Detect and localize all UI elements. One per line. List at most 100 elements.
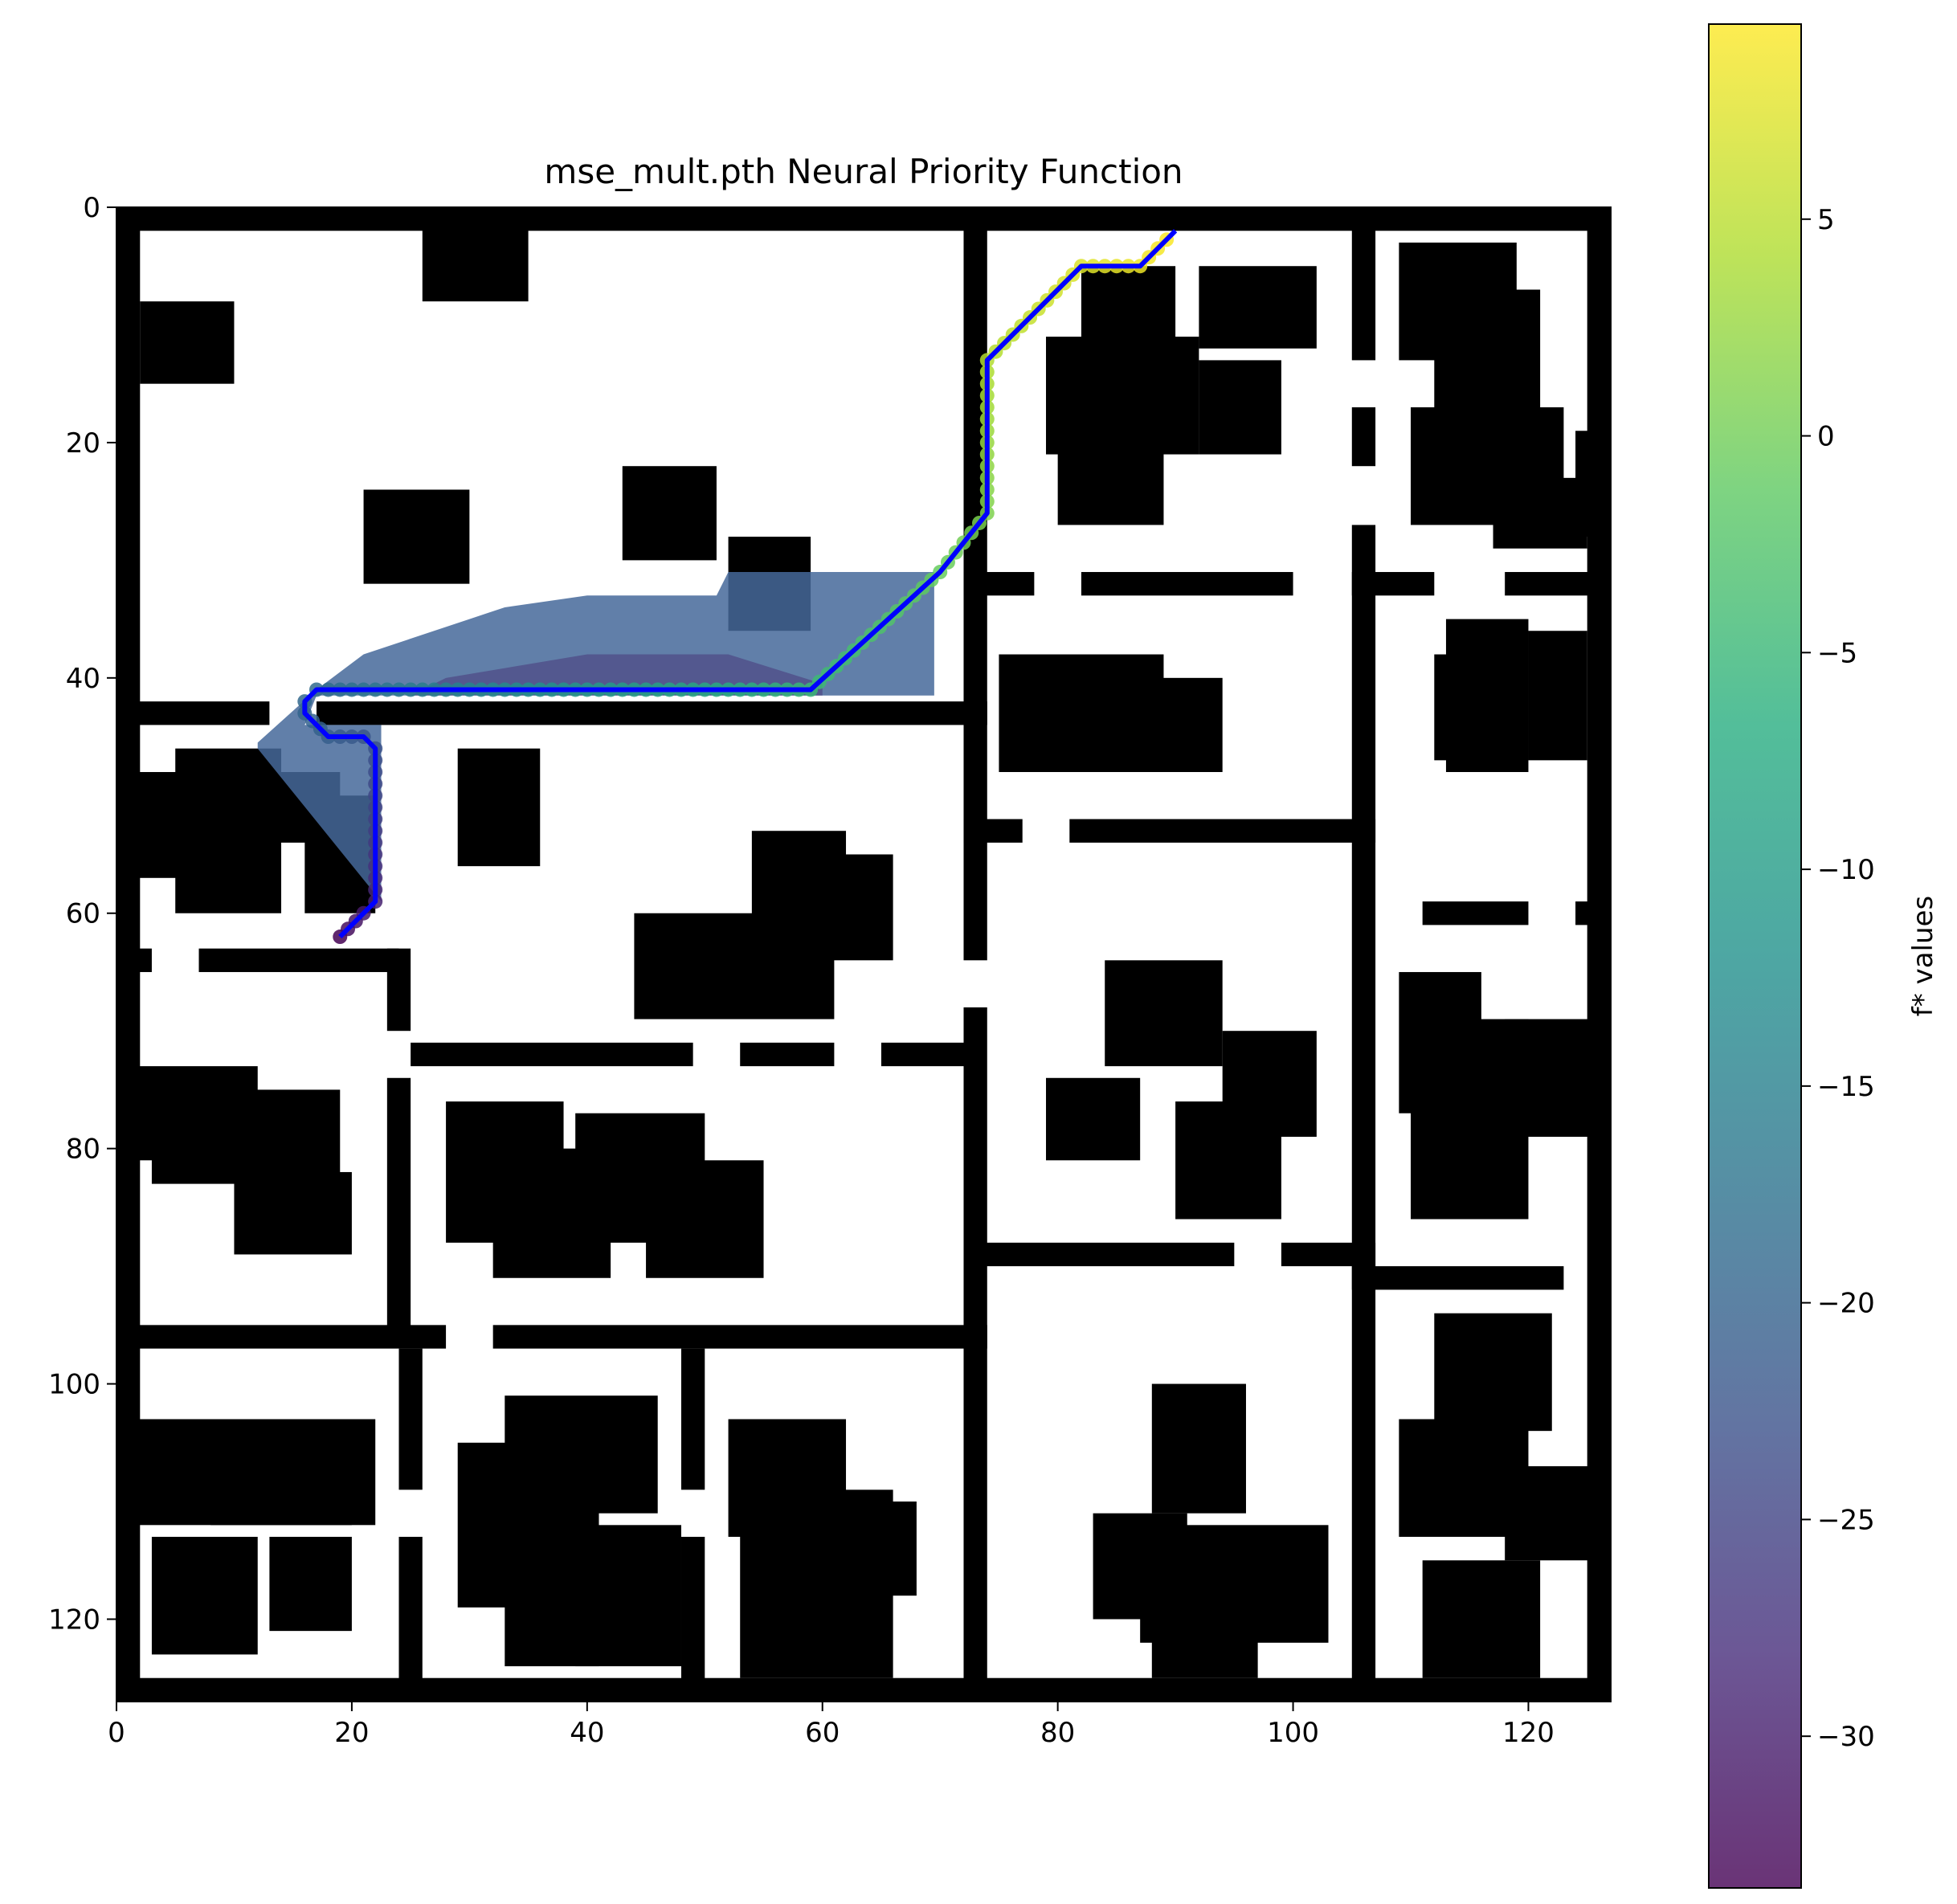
obstacle: [116, 701, 270, 725]
colorbar-tick-label: −5: [1817, 637, 1857, 669]
obstacle: [575, 1525, 681, 1667]
x-tick-label: 20: [334, 1717, 369, 1749]
obstacle: [1575, 901, 1600, 925]
obstacle: [1505, 1466, 1600, 1561]
path-line: [302, 229, 1178, 939]
obstacle: [1151, 1383, 1246, 1514]
obstacle: [1199, 360, 1281, 455]
colorbar-gradient: [1709, 24, 1801, 1888]
obstacle: [269, 1536, 352, 1632]
obstacle: [210, 1477, 352, 1526]
x-axis: 0 20 40 60 80 100 120: [108, 1702, 1555, 1749]
obstacle: [1222, 1031, 1317, 1138]
y-axis: 0 20 40 60 80 100 120: [48, 192, 116, 1636]
obstacle: [1281, 1242, 1376, 1267]
obstacle: [1081, 572, 1293, 596]
colorbar-tick-label: 0: [1817, 421, 1835, 453]
y-tick-label: 60: [66, 898, 100, 930]
colorbar-tick-label: −20: [1817, 1288, 1875, 1320]
obstacle: [492, 1325, 987, 1349]
colorbar-tick-label: −25: [1817, 1504, 1875, 1536]
obstacle: [234, 1171, 352, 1255]
plot-frame: [116, 206, 1612, 1702]
colorbar-ticks: 5 0 −5 −10 −15 −20 −25 −30: [1801, 204, 1875, 1753]
obstacle: [1199, 266, 1317, 349]
plot-area: [116, 206, 1612, 1702]
obstacle: [634, 913, 835, 1019]
y-tick-label: 40: [66, 663, 100, 695]
obstacle: [846, 1502, 917, 1596]
x-tick-label: 100: [1267, 1717, 1319, 1749]
obstacle: [1046, 337, 1199, 455]
obstacle: [363, 489, 470, 584]
obstacle: [680, 1536, 705, 1702]
obstacle: [963, 572, 987, 961]
x-tick-label: 0: [108, 1717, 125, 1749]
obstacle: [622, 466, 717, 561]
obstacle: [457, 748, 541, 867]
obstacle: [1081, 266, 1176, 349]
obstacle: [116, 207, 1611, 231]
obstacle: [175, 748, 282, 913]
obstacle: [1422, 901, 1529, 925]
y-tick-label: 80: [66, 1134, 100, 1166]
obstacle: [1046, 1077, 1141, 1161]
x-tick-label: 60: [805, 1717, 840, 1749]
obstacle: [1151, 677, 1223, 772]
obstacle: [398, 1348, 423, 1490]
obstacle: [963, 1007, 987, 1702]
obstacle-layer: [116, 207, 1611, 1702]
obstacle: [822, 854, 893, 961]
colorbar: 5 0 −5 −10 −15 −20 −25 −30 f* values: [1708, 23, 1939, 1889]
obstacle: [963, 819, 1023, 843]
obstacle: [880, 1042, 976, 1067]
obstacle: [1151, 1583, 1258, 1678]
obstacle: [151, 1089, 341, 1184]
x-tick-label: 120: [1502, 1717, 1555, 1749]
colorbar-tick-label: 5: [1817, 204, 1835, 236]
obstacle: [198, 948, 399, 972]
obstacle: [1575, 431, 1600, 537]
obstacle: [116, 1325, 447, 1349]
y-tick-label: 120: [48, 1604, 100, 1636]
obstacle: [422, 219, 529, 302]
obstacle: [1351, 525, 1376, 1702]
path-layer: [297, 229, 1178, 945]
obstacle: [411, 1042, 693, 1067]
obstacle: [151, 1536, 258, 1655]
y-tick-label: 20: [66, 427, 100, 460]
obstacle: [1351, 1266, 1564, 1290]
obstacle: [116, 948, 152, 972]
obstacle: [1493, 477, 1587, 549]
x-tick-label: 40: [570, 1717, 604, 1749]
obstacle: [1505, 1019, 1600, 1138]
obstacle: [999, 654, 1164, 772]
y-tick-label: 100: [48, 1369, 100, 1401]
y-tick-label: 0: [83, 192, 100, 224]
obstacle: [1105, 960, 1223, 1067]
chart-title: mse_mult.pth Neural Priority Function: [544, 152, 1183, 191]
obstacle: [646, 1160, 764, 1278]
obstacle: [398, 1536, 423, 1702]
obstacle: [1351, 219, 1376, 361]
obstacle: [316, 701, 987, 725]
obstacle: [1528, 631, 1587, 761]
colorbar-label: f* values: [1907, 896, 1939, 1016]
obstacle: [116, 1677, 1611, 1702]
colorbar-tick-label: −15: [1817, 1071, 1875, 1103]
obstacle: [386, 948, 411, 1032]
obstacle: [1069, 819, 1376, 843]
obstacle: [975, 1242, 1235, 1267]
obstacle: [1505, 572, 1600, 596]
colorbar-tick-label: −30: [1817, 1721, 1875, 1753]
obstacle: [386, 1077, 411, 1337]
obstacle: [1057, 442, 1164, 525]
obstacle: [1351, 407, 1376, 467]
colorbar-frame: [1708, 23, 1802, 1889]
obstacle: [1422, 1560, 1541, 1678]
explored-region: [257, 572, 934, 902]
obstacle: [1351, 572, 1435, 596]
obstacle: [740, 1042, 835, 1067]
colorbar-tick-label: −10: [1817, 854, 1875, 886]
